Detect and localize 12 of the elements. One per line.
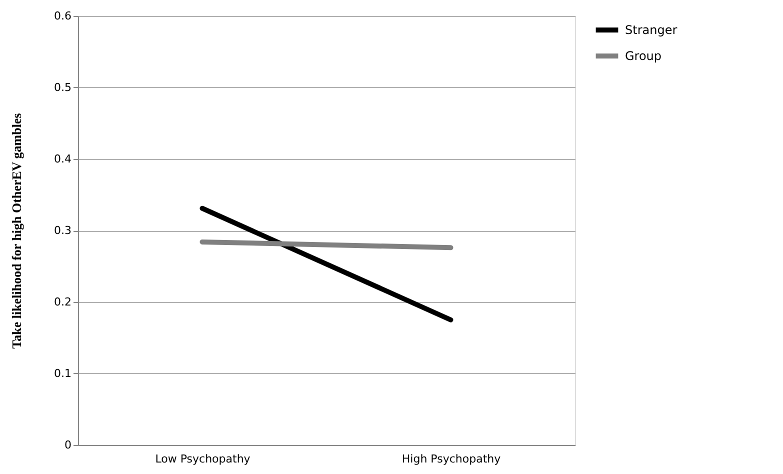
y-tick-label: 0.6 (54, 10, 72, 22)
y-tick-label: 0 (64, 438, 72, 452)
y-tick-label: 0.3 (54, 224, 72, 237)
x-tick-label: High Psychopathy (402, 452, 502, 466)
y-tick-label: 0.2 (54, 296, 72, 308)
y-tick-label: 0.4 (54, 152, 72, 166)
x-tick-label: Low Psychopathy (155, 452, 251, 466)
legend-label: Stranger (625, 23, 678, 37)
y-tick-label: 0.1 (54, 367, 72, 380)
legend-label: Group (625, 49, 662, 63)
y-axis-title: Take likelihood for high OtherEV gambles (9, 113, 24, 349)
y-tick-label: 0.5 (54, 81, 72, 94)
